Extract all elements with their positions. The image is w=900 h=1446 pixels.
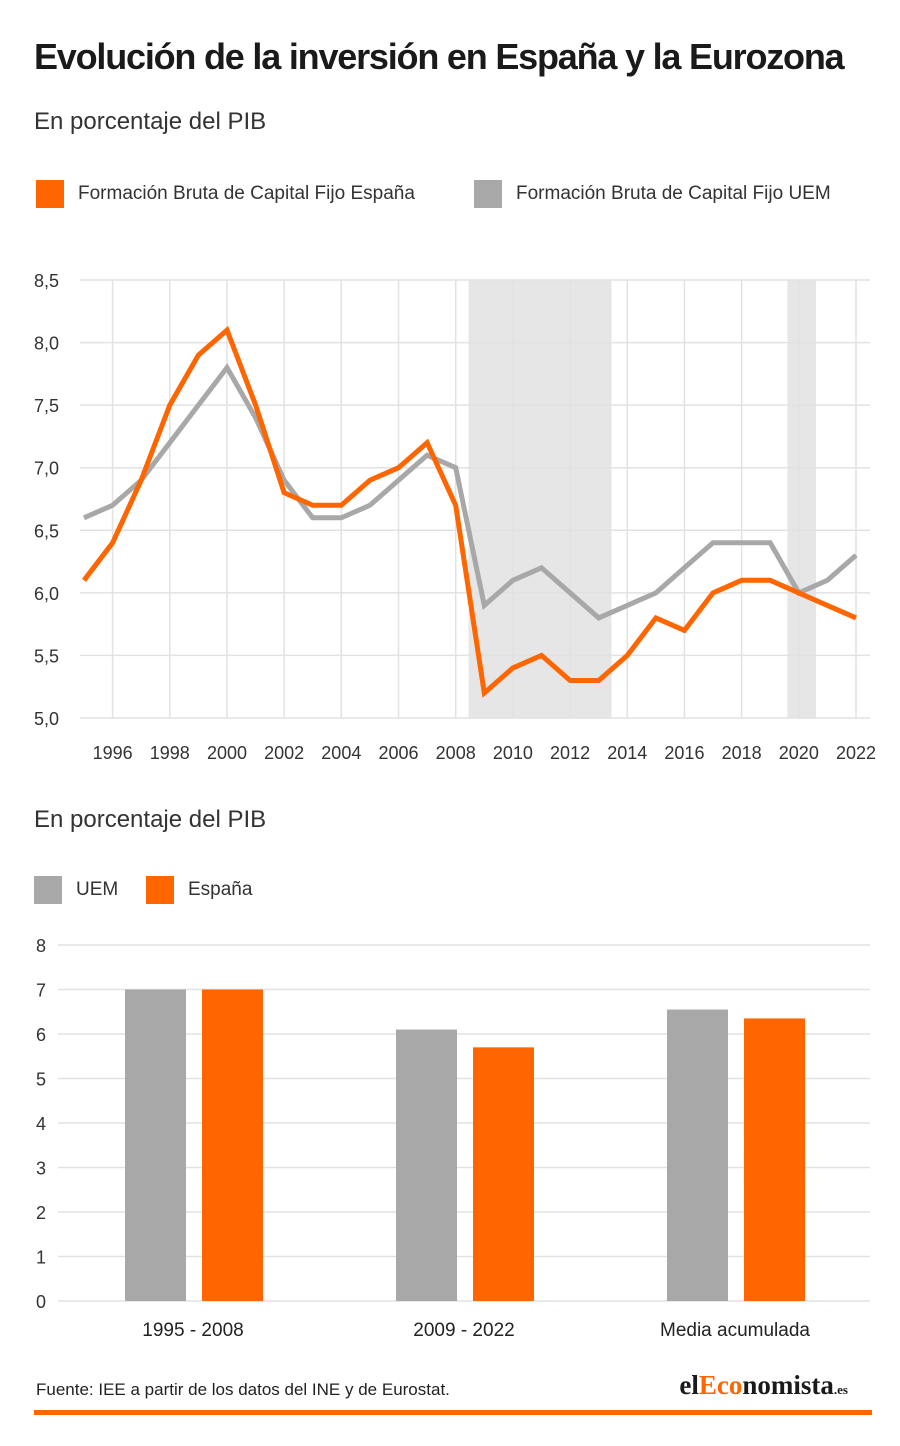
x-tick-label: 2016 — [664, 743, 704, 763]
y-tick-label: 3 — [36, 1159, 46, 1179]
category-label: 2009 - 2022 — [413, 1320, 514, 1341]
y-tick-label: 5 — [36, 1070, 46, 1090]
line-chart: 5,0 5,5 6,0 6,5 7,0 7,5 8,0 8,5 1996 1998 2000 2002… — [34, 271, 876, 763]
y-tick-label: 2 — [36, 1203, 46, 1223]
bar-spain — [744, 1018, 805, 1301]
y-tick-label: 1 — [36, 1248, 46, 1268]
x-tick-label: 1996 — [93, 743, 133, 763]
x-tick-label: 2000 — [207, 743, 247, 763]
legend-label-uem-bar: UEM — [76, 879, 119, 900]
y-tick-label: 8 — [36, 936, 46, 956]
legend-label-spain: Formación Bruta de Capital Fijo España — [78, 183, 415, 204]
y-tick-label: 7,0 — [34, 459, 59, 479]
bar-legend-uem: UEM — [34, 876, 118, 904]
legend-swatch-uem — [474, 180, 502, 208]
x-tick-label: 2014 — [607, 743, 647, 763]
x-tick-label: 2002 — [264, 743, 304, 763]
bar-spain — [202, 989, 263, 1301]
bar-spain — [473, 1047, 534, 1301]
y-tick-label: 8,0 — [34, 334, 59, 354]
series-line-spain — [82, 325, 858, 698]
y-tick-label: 4 — [36, 1114, 46, 1134]
y-tick-label: 6,5 — [34, 521, 59, 541]
series-line-uem — [82, 363, 858, 621]
category-label: Media acumulada — [660, 1320, 810, 1341]
y-tick-label: 7,5 — [34, 396, 59, 416]
brand-prefix: el — [679, 1370, 699, 1400]
category-label: 1995 - 2008 — [142, 1320, 243, 1341]
bar-chart: 0 1 2 3 4 5 6 7 8 1995 - 2008 2009 - 2022 Media acu… — [36, 936, 870, 1341]
bar-legend-spain: España — [146, 876, 252, 904]
line-legend-spain: Formación Bruta de Capital Fijo España — [36, 180, 415, 208]
x-tick-label: 2008 — [436, 743, 476, 763]
y-tick-label: 8,5 — [34, 271, 59, 291]
x-tick-label: 2018 — [722, 743, 762, 763]
y-tick-label: 5,5 — [34, 646, 59, 666]
legend-swatch-uem-bar — [34, 876, 62, 904]
brand-accent: Eco — [698, 1370, 743, 1400]
legend-label-uem: Formación Bruta de Capital Fijo UEM — [516, 183, 831, 204]
x-tick-label: 2022 — [836, 743, 876, 763]
shaded-period-1 — [787, 280, 816, 718]
bar-uem — [125, 989, 186, 1301]
brand-logo: elEconomista.es — [679, 1370, 848, 1401]
bar-uem — [396, 1029, 457, 1301]
footer-bar — [34, 1410, 872, 1415]
bar-uem — [667, 1009, 728, 1301]
brand-tld: .es — [833, 1382, 848, 1397]
y-tick-label: 0 — [36, 1292, 46, 1312]
y-tick-label: 6,0 — [34, 584, 59, 604]
legend-swatch-spain — [36, 180, 64, 208]
x-tick-label: 2020 — [779, 743, 819, 763]
source-note: Fuente: IEE a partir de los datos del IN… — [36, 1380, 450, 1399]
line-chart-subtitle: En porcentaje del PIB — [34, 108, 267, 135]
y-tick-label: 6 — [36, 1025, 46, 1045]
brand-suffix: nomista — [742, 1370, 834, 1400]
x-tick-label: 2012 — [550, 743, 590, 763]
bar-chart-subtitle: En porcentaje del PIB — [34, 806, 267, 833]
legend-label-spain-bar: España — [188, 879, 253, 900]
shaded-period-0 — [468, 280, 612, 718]
y-tick-label: 7 — [36, 981, 46, 1001]
x-tick-label: 2006 — [378, 743, 418, 763]
line-legend-uem: Formación Bruta de Capital Fijo UEM — [474, 180, 831, 208]
x-tick-label: 1998 — [150, 743, 190, 763]
x-tick-label: 2004 — [321, 743, 361, 763]
x-tick-label: 2010 — [493, 743, 533, 763]
page-title: Evolución de la inversión en España y la… — [34, 36, 845, 77]
legend-swatch-spain-bar — [146, 876, 174, 904]
y-tick-label: 5,0 — [34, 709, 59, 729]
